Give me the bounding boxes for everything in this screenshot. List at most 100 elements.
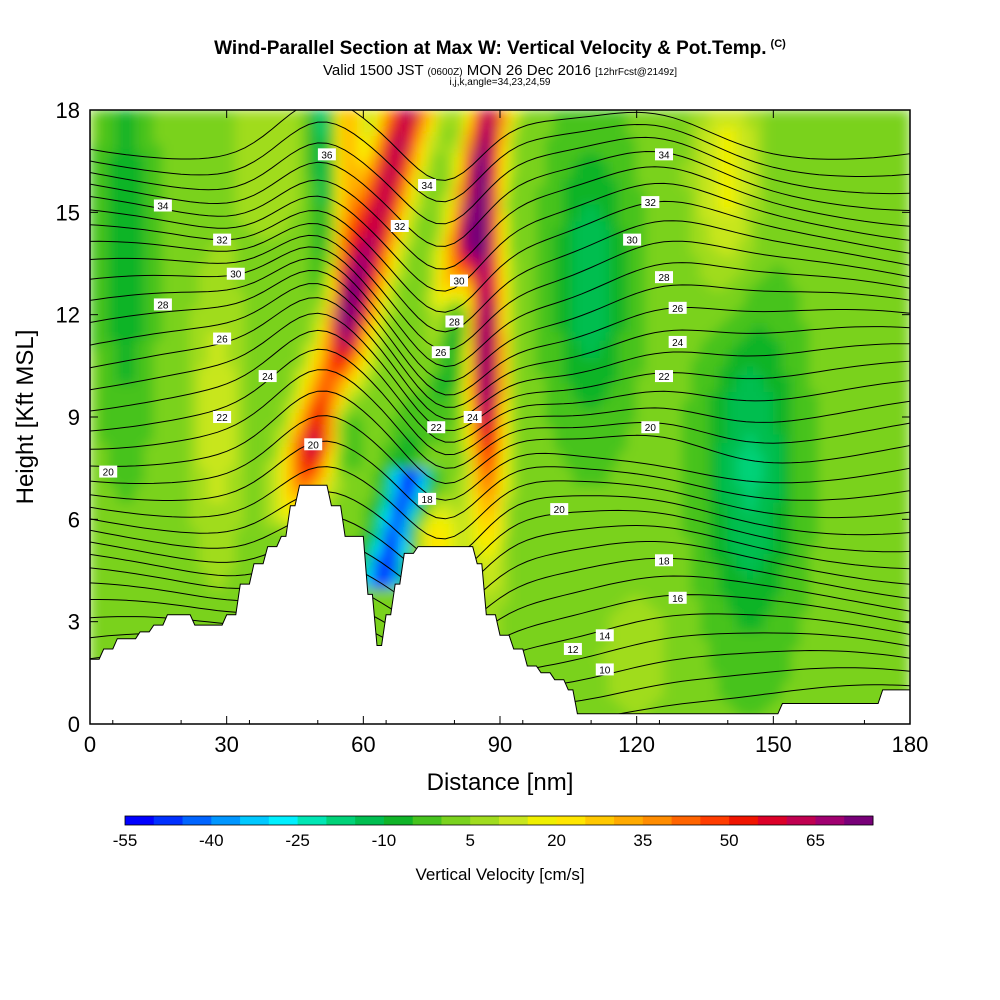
velocity-cell	[135, 450, 146, 461]
velocity-cell	[690, 672, 701, 682]
velocity-cell	[608, 629, 619, 640]
velocity-cell	[90, 280, 100, 290]
velocity-cell	[745, 638, 756, 648]
velocity-cell	[781, 254, 793, 264]
velocity-cell	[581, 390, 592, 401]
velocity-cell	[262, 288, 273, 299]
velocity-cell	[253, 501, 264, 512]
velocity-cell	[690, 493, 701, 503]
velocity-cell	[517, 638, 528, 648]
velocity-cell	[180, 314, 191, 324]
velocity-cell	[891, 587, 902, 597]
velocity-cell	[882, 663, 893, 674]
velocity-cell	[882, 587, 893, 597]
velocity-cell	[718, 339, 729, 350]
velocity-cell	[854, 595, 865, 606]
velocity-cell	[617, 450, 629, 461]
velocity-cell	[508, 621, 519, 631]
velocity-cell	[90, 604, 100, 614]
velocity-cell	[627, 578, 638, 589]
velocity-cell	[727, 399, 738, 409]
velocity-cell	[781, 629, 793, 640]
velocity-cell	[791, 629, 802, 640]
velocity-cell	[572, 689, 583, 699]
velocity-cell	[353, 433, 364, 444]
velocity-cell	[180, 561, 191, 571]
velocity-cell	[125, 314, 137, 324]
velocity-cell	[526, 587, 537, 597]
velocity-cell	[745, 672, 756, 682]
velocity-cell	[262, 297, 273, 307]
velocity-cell	[599, 501, 610, 512]
velocity-cell	[499, 570, 510, 580]
velocity-cell	[608, 459, 619, 469]
velocity-cell	[362, 416, 373, 427]
velocity-cell	[572, 390, 583, 401]
velocity-cell	[153, 552, 164, 563]
velocity-cell	[526, 416, 537, 427]
velocity-cell	[217, 365, 228, 375]
velocity-cell	[180, 570, 191, 580]
velocity-cell	[891, 356, 902, 367]
velocity-cell	[116, 450, 127, 461]
velocity-cell	[654, 254, 665, 264]
velocity-cell	[672, 697, 683, 708]
velocity-cell	[463, 322, 474, 333]
velocity-cell	[180, 407, 191, 418]
velocity-cell	[763, 706, 774, 716]
velocity-cell	[280, 254, 291, 264]
velocity-cell	[699, 433, 711, 444]
velocity-cell	[217, 263, 228, 273]
velocity-cell	[627, 297, 638, 307]
velocity-cell	[672, 510, 683, 520]
velocity-cell	[754, 570, 765, 580]
velocity-cell	[554, 442, 565, 452]
velocity-cell	[845, 348, 856, 358]
velocity-cell	[809, 578, 820, 589]
velocity-cell	[508, 382, 519, 392]
velocity-cell	[526, 527, 537, 537]
velocity-cell	[371, 535, 383, 546]
velocity-cell	[135, 280, 146, 290]
velocity-cell	[681, 425, 692, 435]
velocity-cell	[472, 314, 483, 324]
velocity-cell	[545, 373, 556, 384]
velocity-cell	[162, 552, 173, 563]
velocity-cell	[125, 450, 137, 461]
velocity-cell	[499, 459, 510, 469]
velocity-cell	[608, 390, 619, 401]
velocity-cell	[116, 390, 127, 401]
velocity-cell	[854, 638, 865, 648]
velocity-cell	[772, 288, 783, 299]
velocity-cell	[627, 390, 638, 401]
velocity-cell	[845, 604, 856, 614]
velocity-cell	[827, 416, 838, 427]
velocity-cell	[253, 433, 264, 444]
velocity-cell	[608, 706, 619, 716]
velocity-cell	[408, 527, 419, 537]
velocity-cell	[535, 450, 547, 461]
velocity-cell	[490, 305, 501, 316]
velocity-cell	[654, 680, 665, 691]
velocity-cell	[727, 442, 738, 452]
velocity-cell	[563, 254, 574, 264]
velocity-cell	[390, 271, 401, 282]
velocity-cell	[563, 407, 574, 418]
velocity-cell	[317, 271, 328, 282]
velocity-cell	[517, 544, 528, 554]
velocity-cell	[608, 348, 619, 358]
velocity-cell	[727, 493, 738, 503]
velocity-cell	[772, 476, 783, 486]
velocity-cell	[135, 433, 146, 444]
velocity-cell	[608, 518, 619, 529]
velocity-cell	[408, 416, 419, 427]
velocity-cell	[390, 552, 401, 563]
velocity-cell	[572, 459, 583, 469]
velocity-cell	[198, 442, 209, 452]
velocity-cell	[854, 510, 865, 520]
velocity-cell	[271, 416, 282, 427]
velocity-cell	[781, 331, 793, 341]
velocity-cell	[736, 476, 747, 486]
velocity-cell	[399, 442, 410, 452]
velocity-cell	[672, 407, 683, 418]
